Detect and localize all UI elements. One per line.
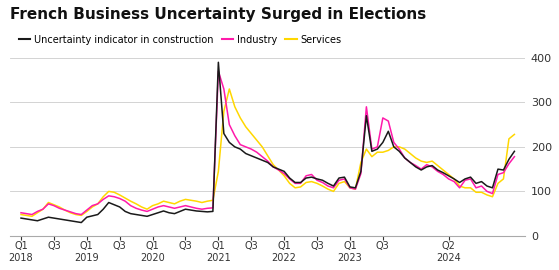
Legend: Uncertainty indicator in construction, Industry, Services: Uncertainty indicator in construction, I…	[15, 31, 346, 48]
Text: French Business Uncertainty Surged in Elections: French Business Uncertainty Surged in El…	[10, 7, 427, 22]
